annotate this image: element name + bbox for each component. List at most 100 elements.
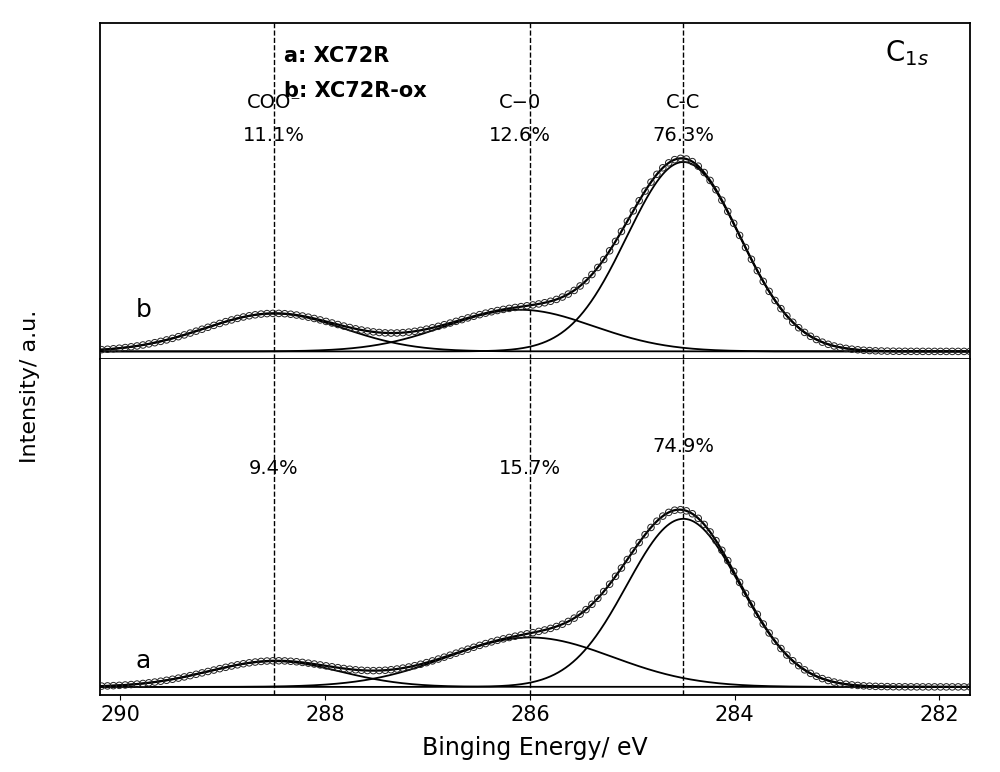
Point — [454, 313, 470, 326]
Point — [785, 655, 801, 667]
Point — [909, 681, 925, 693]
Point — [661, 506, 677, 519]
Text: b: XC72R-ox: b: XC72R-ox — [284, 81, 427, 101]
Point — [802, 330, 818, 343]
Point — [519, 628, 535, 640]
Point — [867, 344, 883, 357]
Point — [519, 300, 535, 312]
Point — [862, 680, 878, 692]
Point — [767, 294, 783, 306]
Point — [483, 635, 499, 648]
Point — [495, 303, 511, 316]
Point — [779, 310, 795, 322]
Point — [661, 157, 677, 169]
Text: Intensity/ a.u.: Intensity/ a.u. — [20, 310, 40, 462]
Point — [696, 166, 712, 178]
Point — [637, 529, 653, 541]
Point — [170, 672, 186, 684]
Point — [99, 343, 115, 355]
Point — [336, 662, 352, 675]
Point — [448, 315, 464, 327]
Point — [200, 321, 216, 334]
Point — [820, 674, 836, 686]
Point — [430, 653, 446, 665]
Point — [135, 677, 151, 689]
Point — [448, 647, 464, 659]
Point — [738, 242, 754, 254]
Point — [194, 667, 210, 679]
Point — [359, 665, 375, 677]
Point — [791, 322, 807, 334]
Point — [283, 655, 299, 668]
Point — [767, 635, 783, 648]
Point — [265, 307, 281, 320]
Point — [129, 340, 145, 352]
Point — [176, 671, 192, 683]
Point — [921, 681, 937, 693]
Point — [259, 655, 275, 667]
Point — [229, 659, 245, 671]
Point — [424, 322, 440, 334]
Point — [543, 622, 559, 635]
Point — [407, 659, 423, 672]
Point — [726, 217, 742, 229]
Point — [548, 293, 564, 306]
Point — [673, 503, 689, 516]
Point — [507, 301, 523, 313]
Point — [950, 345, 966, 357]
Point — [560, 288, 576, 300]
Point — [247, 309, 263, 321]
Point — [749, 265, 765, 277]
Point — [466, 310, 482, 323]
Point — [94, 680, 110, 692]
Point — [690, 512, 706, 524]
Point — [885, 681, 901, 693]
Point — [401, 661, 417, 673]
Point — [442, 649, 458, 662]
Point — [814, 336, 830, 348]
Point — [761, 285, 777, 297]
Point — [141, 337, 157, 350]
Point — [359, 325, 375, 337]
Point — [625, 545, 641, 557]
Point — [537, 624, 553, 636]
Point — [164, 673, 180, 686]
Point — [690, 160, 706, 172]
Point — [88, 680, 104, 692]
Point — [856, 679, 872, 692]
Point — [714, 544, 730, 557]
Point — [814, 672, 830, 685]
Point — [259, 307, 275, 320]
Point — [300, 311, 316, 323]
Point — [838, 342, 854, 354]
Point — [271, 655, 287, 667]
Point — [655, 510, 671, 523]
Point — [578, 604, 594, 616]
Point — [643, 521, 659, 533]
Point — [531, 298, 547, 310]
Point — [619, 215, 635, 228]
Point — [915, 345, 931, 357]
Point — [862, 344, 878, 357]
Point — [235, 311, 251, 323]
Point — [348, 664, 364, 676]
Point — [743, 598, 759, 610]
Point — [99, 679, 115, 692]
Point — [678, 153, 694, 165]
Point — [212, 317, 228, 330]
Point — [797, 664, 813, 676]
Point — [371, 665, 387, 677]
Point — [265, 655, 281, 667]
Point — [932, 681, 948, 693]
Point — [826, 340, 842, 352]
Point — [365, 326, 381, 338]
Point — [141, 676, 157, 689]
Point — [342, 321, 358, 334]
Point — [442, 317, 458, 329]
Point — [856, 344, 872, 357]
Point — [129, 678, 145, 690]
Point — [956, 345, 972, 357]
Point — [478, 638, 494, 650]
Point — [543, 295, 559, 307]
Point — [879, 345, 895, 357]
